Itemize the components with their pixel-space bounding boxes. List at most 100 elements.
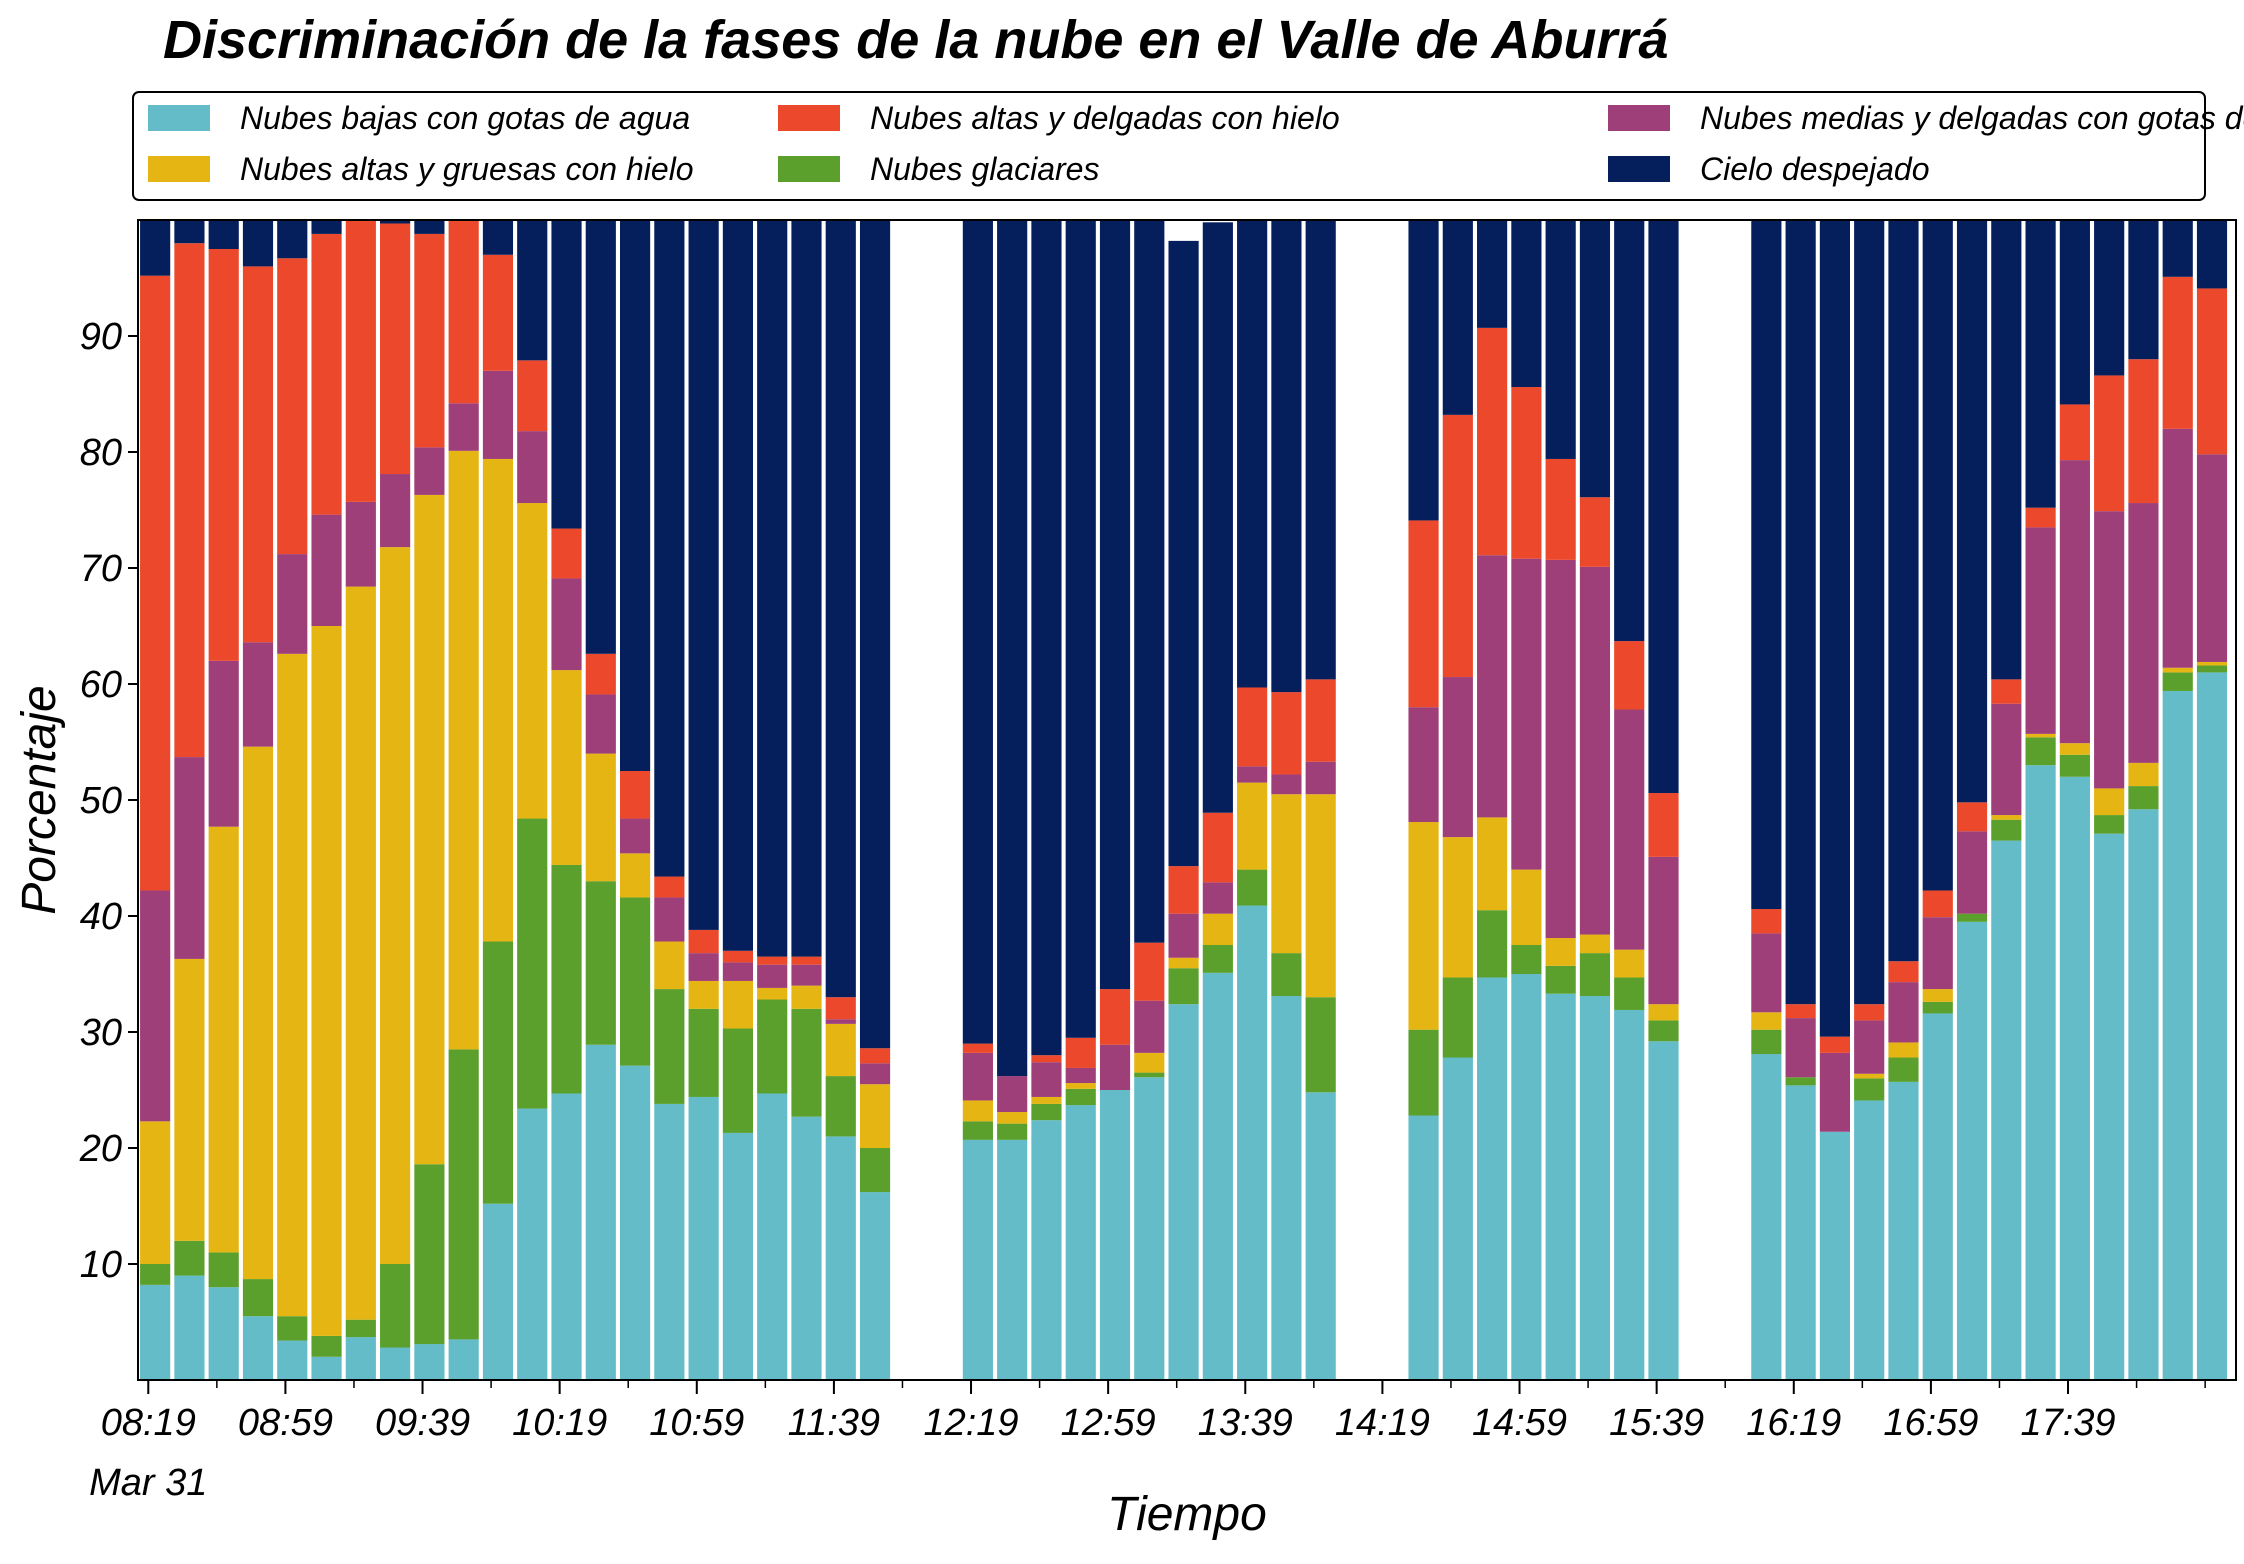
- y-tick-label: 50: [80, 780, 122, 822]
- bar-segment: [1202, 882, 1233, 914]
- bar-segment: [1614, 1009, 1645, 1380]
- bar-segment: [859, 1084, 891, 1148]
- bar-segment: [619, 1065, 651, 1380]
- bar-segment: [380, 220, 411, 224]
- bar-segment: [619, 771, 651, 819]
- bar-segment: [1545, 938, 1576, 966]
- bar-segment: [277, 220, 308, 259]
- bar-segment: [1614, 220, 1645, 642]
- bar-segment: [1751, 220, 1782, 910]
- bar-segment: [1545, 965, 1576, 994]
- bar-segment: [722, 950, 753, 963]
- bar-segment: [1237, 782, 1268, 870]
- bar-segment: [277, 653, 308, 1317]
- legend-swatch: [1608, 105, 1670, 131]
- x-tick-label: 08:59: [238, 1402, 333, 1444]
- bar-segment: [619, 818, 651, 854]
- bar-segment: [1819, 1052, 1850, 1132]
- bar-segment: [1511, 869, 1542, 945]
- bar-segment: [1237, 687, 1268, 767]
- bar-segment: [2128, 503, 2159, 763]
- bar-segment: [242, 642, 274, 747]
- bar-segment: [2128, 220, 2159, 360]
- bar-segment: [2128, 762, 2159, 787]
- bar-segment: [2025, 220, 2056, 508]
- bar-segment: [2094, 815, 2125, 834]
- bar-segment: [997, 1123, 1028, 1140]
- bar-segment: [1477, 220, 1508, 328]
- bar-segment: [1168, 866, 1199, 914]
- bar-segment: [585, 753, 616, 882]
- bar-segment: [1237, 905, 1268, 1380]
- bar-segment: [414, 220, 445, 234]
- bar-segment: [757, 964, 788, 988]
- bar-segment: [962, 220, 993, 1044]
- bar-segment: [208, 660, 239, 827]
- bar-segment: [619, 897, 651, 1066]
- x-tick-label: 15:39: [1609, 1402, 1704, 1444]
- bar-segment: [1545, 993, 1576, 1380]
- bar-segment: [242, 266, 274, 643]
- bar-segment: [825, 997, 856, 1020]
- bar-segment: [1271, 220, 1302, 693]
- bar-segment: [448, 220, 479, 404]
- bar-segment: [859, 1063, 891, 1085]
- bar-segment: [825, 1076, 856, 1137]
- bar-segment: [1751, 1012, 1782, 1030]
- bar-segment: [140, 1284, 171, 1380]
- bar-segment: [208, 826, 239, 1253]
- bar-segment: [619, 220, 651, 771]
- bar-segment: [1031, 1120, 1062, 1380]
- bar-segment: [208, 220, 239, 249]
- y-tick-label: 60: [80, 664, 122, 706]
- bar-segment: [1442, 1057, 1473, 1380]
- bar-segment: [1408, 1115, 1439, 1380]
- bar-segment: [140, 220, 171, 276]
- bar-segment: [1922, 220, 1953, 891]
- bar-segment: [1888, 961, 1919, 983]
- bar-segment: [2025, 733, 2056, 738]
- bar-segment: [2162, 667, 2193, 673]
- bar-segment: [448, 1049, 479, 1340]
- bar-segment: [859, 1192, 891, 1380]
- bar-segment: [1579, 996, 1611, 1380]
- y-tick-label: 30: [80, 1012, 122, 1054]
- bar-segment: [1579, 953, 1611, 997]
- bar-segment: [1888, 1042, 1919, 1058]
- bar-segment: [1785, 1085, 1816, 1380]
- bar-segment: [345, 501, 376, 587]
- bar-segment: [517, 818, 548, 1109]
- bar-segment: [962, 1139, 993, 1380]
- bar-segment: [654, 220, 685, 877]
- bar-segment: [688, 220, 719, 930]
- bar-segment: [311, 1356, 342, 1380]
- bar-segment: [2196, 672, 2228, 1380]
- bar-segment: [1511, 558, 1542, 870]
- bar-segment: [1751, 909, 1782, 934]
- bar-segment: [1168, 913, 1199, 958]
- bar-segment: [1031, 1055, 1062, 1063]
- bar-segment: [1785, 1004, 1816, 1019]
- bar-segment: [825, 1023, 856, 1077]
- x-tick-label: 10:19: [512, 1402, 607, 1444]
- bar-segment: [1442, 414, 1473, 678]
- bar-segment: [2025, 527, 2056, 734]
- legend-label: Cielo despejado: [1700, 151, 1930, 187]
- x-tick-label: 08:19: [101, 1402, 196, 1444]
- legend-swatch: [778, 105, 840, 131]
- x-tick-label: 09:39: [375, 1402, 470, 1444]
- bar-segment: [962, 1121, 993, 1140]
- bar-segment: [140, 890, 171, 1122]
- bar-segment: [1545, 559, 1576, 939]
- bar-segment: [1477, 910, 1508, 978]
- legend-label: Nubes bajas con gotas de agua: [240, 100, 690, 136]
- bar-segment: [2128, 359, 2159, 504]
- bar-segment: [688, 1008, 719, 1097]
- bar-segment: [2059, 776, 2090, 1380]
- bar-segment: [859, 1048, 891, 1064]
- bar-segment: [482, 220, 514, 255]
- bar-segment: [585, 653, 616, 695]
- bar-segment: [345, 220, 376, 502]
- legend-box: [132, 91, 2206, 201]
- legend-swatch: [778, 156, 840, 182]
